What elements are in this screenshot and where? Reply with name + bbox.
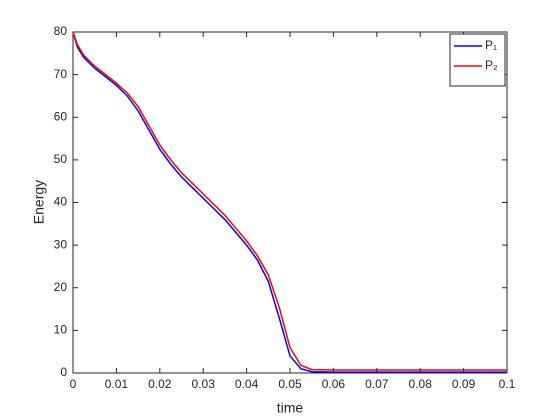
legend-label: P₁ <box>485 38 497 52</box>
y-tick-label: 60 <box>54 109 68 123</box>
x-tick-label: 0.1 <box>499 377 516 391</box>
x-tick-label: 0.09 <box>452 377 476 391</box>
x-tick-label: 0.03 <box>192 377 216 391</box>
y-tick-label: 80 <box>54 24 68 38</box>
y-axis-label: Energy <box>31 180 47 224</box>
x-tick-label: 0 <box>70 377 77 391</box>
legend-label: P₂ <box>485 58 498 72</box>
y-tick-label: 50 <box>54 152 68 166</box>
x-tick-label: 0.05 <box>278 377 302 391</box>
y-tick-label: 40 <box>54 195 68 209</box>
x-tick-label: 0.02 <box>148 377 172 391</box>
x-tick-label: 0.01 <box>105 377 129 391</box>
y-tick-label: 70 <box>54 67 68 81</box>
x-tick-label: 0.08 <box>409 377 433 391</box>
x-tick-label: 0.04 <box>235 377 259 391</box>
y-tick-label: 20 <box>54 280 68 294</box>
y-tick-label: 10 <box>54 323 68 337</box>
axes-box <box>72 31 508 374</box>
line-series <box>72 31 507 371</box>
line-series <box>72 31 507 373</box>
legend-box <box>449 33 506 87</box>
x-tick-label: 0.06 <box>322 377 346 391</box>
x-tick-label: 0.07 <box>365 377 389 391</box>
y-tick-label: 0 <box>60 365 67 379</box>
y-tick-label: 30 <box>54 237 68 251</box>
x-axis-label: time <box>277 400 304 416</box>
